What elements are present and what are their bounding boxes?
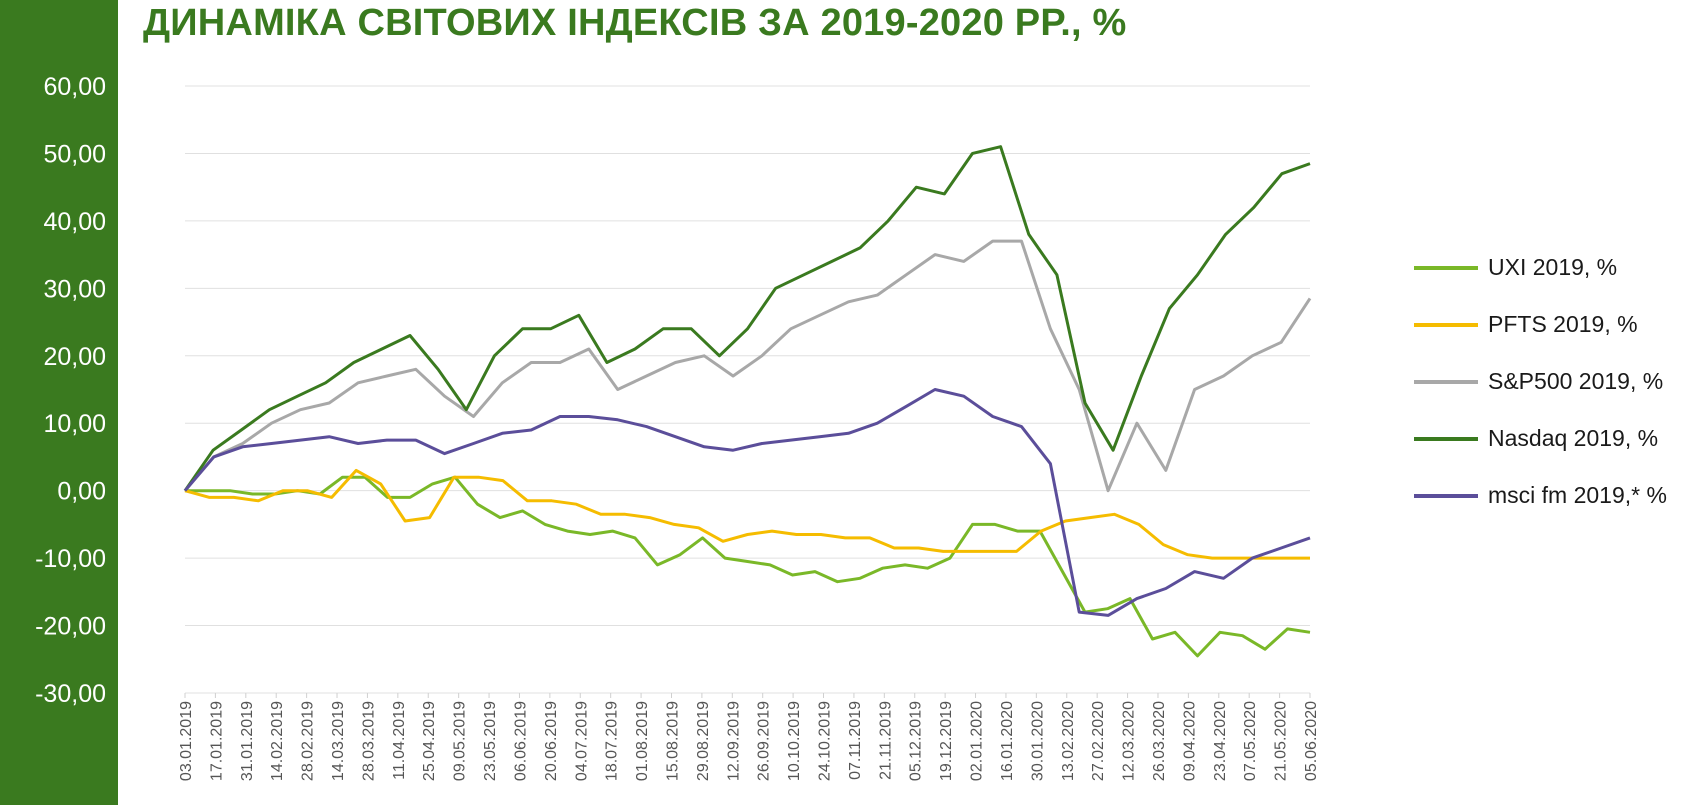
left-band [0,0,118,805]
y-tick-label: 10,00 [43,410,106,438]
x-tick-label: 23.04.2020 [1212,701,1229,781]
x-tick-label: 15.08.2019 [664,701,681,781]
x-tick-label: 21.05.2020 [1273,701,1290,781]
series-line-2 [183,239,1312,493]
y-tick-label: 30,00 [43,275,106,303]
x-tick-label: 25.04.2019 [421,701,438,781]
x-tick-label: 28.03.2019 [360,701,377,781]
legend-swatch [1414,323,1478,327]
x-tick-label: 13.02.2020 [1060,701,1077,781]
x-tick-label: 09.04.2020 [1181,701,1198,781]
legend-label: S&P500 2019, % [1488,368,1664,394]
x-tick-label: 30.01.2020 [1029,701,1046,781]
x-tick-label: 03.01.2019 [178,701,195,781]
y-tick-label: -30,00 [35,680,106,708]
x-tick-label: 14.03.2019 [330,701,347,781]
x-tick-label: 26.03.2020 [1151,701,1168,781]
legend-swatch [1414,437,1478,441]
x-tick-label: 16.01.2020 [999,701,1016,781]
series-lines [183,145,1312,658]
y-tick-label: 0,00 [57,478,106,506]
series-line-4 [183,388,1311,617]
grid-lines [185,85,1310,694]
x-tick-label: 11.04.2019 [391,701,408,780]
series-line-3 [183,145,1311,492]
legend-label: UXI 2019, % [1488,254,1618,280]
x-tick-label: 05.06.2020 [1303,701,1320,781]
x-tick-label: 19.12.2019 [938,701,955,781]
x-tick-label: 10.10.2019 [786,701,803,781]
x-tick-label: 07.05.2020 [1242,701,1259,781]
x-tick-label: 26.09.2019 [756,701,773,781]
legend-swatch [1414,266,1478,270]
legend-item: UXI 2019, % [1410,242,1702,299]
legend: UXI 2019, % PFTS 2019, % S&P500 2019, % Nas… [1410,242,1702,527]
legend-item: PFTS 2019, % [1410,299,1702,356]
y-tick-label: 20,00 [43,343,106,371]
legend-swatch [1414,494,1478,498]
x-tick-label: 01.08.2019 [634,701,651,781]
legend-label: PFTS 2019, % [1488,311,1638,337]
x-tick-label: 18.07.2019 [604,701,621,781]
x-tick-label: 28.02.2019 [300,701,317,781]
y-tick-label: -20,00 [35,613,106,641]
x-tick-label: 04.07.2019 [573,701,590,781]
y-tick-label: 40,00 [43,208,106,236]
x-tick-label: 23.05.2019 [482,701,499,781]
y-axis-ticks: 60,00 50,00 40,00 30,00 20,00 10,00 0,00 -10,00… [35,73,106,708]
x-tick-label: 20.06.2019 [543,701,560,781]
series-line-1 [184,468,1310,560]
x-tick-label: 07.11.2019 [847,701,864,780]
legend-item: Nasdaq 2019, % [1410,413,1702,470]
legend-item: S&P500 2019, % [1410,356,1702,413]
y-tick-label: 60,00 [43,73,106,101]
chart-title: ДИНАМІКА СВІТОВИХ ІНДЕКСІВ ЗА 2019-2020 … [143,2,1127,44]
x-axis-ticks: 03.01.2019 17.01.2019 31.01.2019 14.02.2019… [178,693,1320,781]
y-tick-label: -10,00 [35,545,106,573]
legend-label: msci fm 2019,* % [1488,482,1667,508]
x-tick-label: 09.05.2019 [452,701,469,781]
x-tick-label: 05.12.2019 [908,701,925,781]
x-tick-label: 27.02.2020 [1090,701,1107,781]
x-tick-label: 21.11.2019 [877,701,894,780]
legend-item: msci fm 2019,* % [1410,470,1702,527]
x-tick-label: 17.01.2019 [208,701,225,781]
x-tick-label: 02.01.2020 [969,701,986,781]
y-tick-label: 50,00 [43,140,106,168]
x-tick-label: 06.06.2019 [512,701,529,781]
legend-swatch [1414,380,1478,384]
x-tick-label: 31.01.2019 [239,701,256,781]
x-tick-label: 14.02.2019 [269,701,286,781]
x-tick-label: 12.03.2020 [1121,701,1138,781]
legend-label: Nasdaq 2019, % [1488,425,1659,451]
x-tick-label: 12.09.2019 [725,701,742,781]
series-line-0 [185,475,1311,658]
x-tick-label: 29.08.2019 [695,701,712,781]
x-tick-label: 24.10.2019 [817,701,834,781]
